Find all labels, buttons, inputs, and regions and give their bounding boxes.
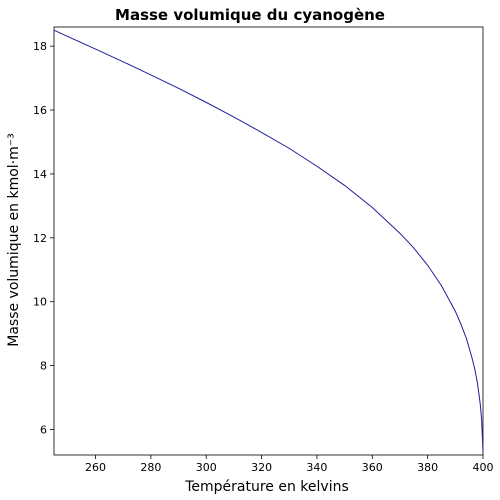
x-tick-label: 400 — [473, 461, 494, 474]
y-tick-label: 6 — [40, 423, 47, 436]
plot-area: 260 280 300 320 340 360 380 400 6 8 10 12 14 16 18 — [33, 26, 494, 474]
y-tick-label: 18 — [33, 40, 47, 53]
plot-frame — [53, 26, 484, 456]
y-axis-title: Masse volumique en kmol·m⁻³ — [6, 133, 22, 347]
x-tick-label: 300 — [196, 461, 217, 474]
x-tick-label: 320 — [251, 461, 272, 474]
y-tick-label: 14 — [33, 168, 47, 181]
chart-title: Masse volumique du cyanogène — [115, 6, 385, 24]
x-tick-label: 360 — [362, 461, 383, 474]
y-tick-label: 12 — [33, 232, 47, 245]
x-axis-title: Température en kelvins — [184, 479, 349, 495]
y-tick-label: 10 — [33, 296, 47, 309]
x-tick-label: 260 — [85, 461, 106, 474]
x-tick-label: 280 — [140, 461, 161, 474]
y-tick-label: 16 — [33, 104, 47, 117]
x-tick-label: 380 — [417, 461, 438, 474]
y-tick-label: 8 — [40, 360, 47, 373]
series-line — [53, 29, 484, 452]
x-tick-label: 340 — [306, 461, 327, 474]
